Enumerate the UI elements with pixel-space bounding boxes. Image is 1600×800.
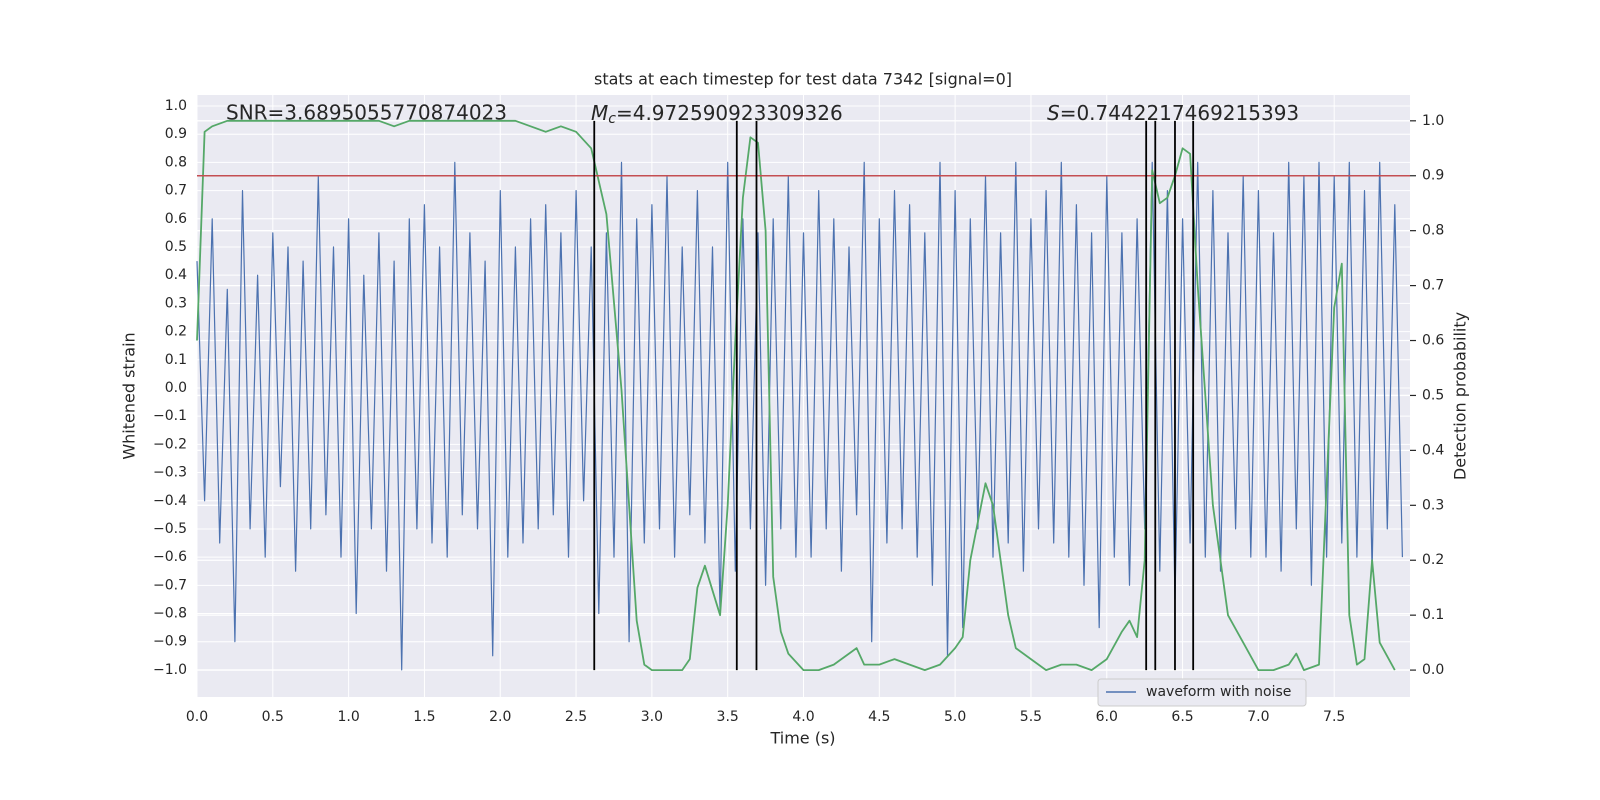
- y-tick-label: 1.0: [165, 98, 187, 114]
- y-tick-label: −0.8: [153, 606, 187, 622]
- y-tick-label: 0.9: [165, 126, 187, 142]
- x-tick-label: 3.5: [717, 709, 739, 725]
- x-tick-label: 3.0: [641, 709, 663, 725]
- x-tick-label: 4.5: [868, 709, 890, 725]
- y-tick-label: 0.4: [165, 267, 187, 283]
- annotation: Mc=4.972590923309326: [591, 101, 843, 128]
- x-tick-label: 2.5: [565, 709, 587, 725]
- y2-axis-label: Detection probability: [1451, 312, 1470, 480]
- series-line: [196, 119, 1396, 671]
- x-tick-label: 6.0: [1096, 709, 1118, 725]
- y2-tick-label: 0.8: [1422, 223, 1444, 239]
- y-axis-label: Whitened strain: [120, 332, 139, 459]
- y2-tick-label: 0.6: [1422, 333, 1444, 349]
- y2-tick-label: 0.9: [1422, 168, 1444, 184]
- x-tick-label: 0.0: [186, 709, 208, 725]
- x-tick-label: 6.5: [1171, 709, 1193, 725]
- y-tick-label: 0.8: [165, 154, 187, 170]
- annotation: S=0.7442217469215393: [1047, 101, 1299, 125]
- annotation: SNR=3.6895055770874023: [226, 101, 507, 125]
- x-tick-label: 5.0: [944, 709, 966, 725]
- x-tick-label: 7.5: [1323, 709, 1345, 725]
- annotation-subscript: c: [608, 111, 616, 127]
- x-tick-label: 1.5: [413, 709, 435, 725]
- y-tick-label: −0.7: [153, 577, 187, 593]
- annotation-symbol: S: [1047, 101, 1060, 125]
- y-tick-label: −0.9: [153, 634, 187, 650]
- y2-tick-label: 0.1: [1422, 607, 1444, 623]
- y-tick-label: −0.1: [153, 408, 187, 424]
- y2-tick-label: 0.5: [1422, 387, 1444, 403]
- y-tick-label: −0.3: [153, 465, 187, 481]
- y2-tick-label: 0.2: [1422, 552, 1444, 568]
- y-tick-label: 0.5: [165, 239, 187, 255]
- chart-title: stats at each timestep for test data 734…: [594, 70, 1012, 89]
- series-line: [196, 161, 1403, 671]
- y2-tick-label: 0.3: [1422, 497, 1444, 513]
- y-tick-label: 0.0: [165, 380, 187, 396]
- y2-tick-label: 0.7: [1422, 278, 1444, 294]
- y-tick-label: −1.0: [153, 662, 187, 678]
- y-tick-label: 0.7: [165, 183, 187, 199]
- annotation-text: =4.972590923309326: [616, 101, 843, 125]
- x-axis-label: Time (s): [769, 729, 835, 748]
- y-tick-label: −0.4: [153, 493, 187, 509]
- x-tick-label: 0.5: [262, 709, 284, 725]
- y-tick-label: −0.6: [153, 549, 187, 565]
- y-tick-label: 0.3: [165, 295, 187, 311]
- marks: [196, 119, 1410, 671]
- x-tick-label: 1.0: [337, 709, 359, 725]
- labels: 0.0 0.5 1.0 1.5 2.0 2.5 3.0 3.5 4.0 4.5 5.0 5.5 6.0 6…: [153, 98, 1444, 725]
- x-tick-label: 5.5: [1020, 709, 1042, 725]
- y-tick-label: 0.1: [165, 352, 187, 368]
- legend-box: [1097, 678, 1307, 707]
- y2-tick-label: 1.0: [1422, 113, 1444, 129]
- legend-label: waveform with noise: [1146, 684, 1291, 700]
- annotation-text: =0.7442217469215393: [1060, 101, 1299, 125]
- x-tick-label: 4.0: [792, 709, 814, 725]
- legend: waveform with noise: [1097, 678, 1307, 707]
- y-tick-label: −0.2: [153, 436, 187, 452]
- y-tick-label: −0.5: [153, 521, 187, 537]
- y2-tick-label: 0.4: [1422, 442, 1444, 458]
- x-tick-label: 7.0: [1247, 709, 1269, 725]
- y2-tick-label: 0.0: [1422, 662, 1444, 678]
- y-tick-label: 0.2: [165, 324, 187, 340]
- annotation-symbol: M: [591, 101, 608, 125]
- y-tick-label: 0.6: [165, 211, 187, 227]
- x-tick-label: 2.0: [489, 709, 511, 725]
